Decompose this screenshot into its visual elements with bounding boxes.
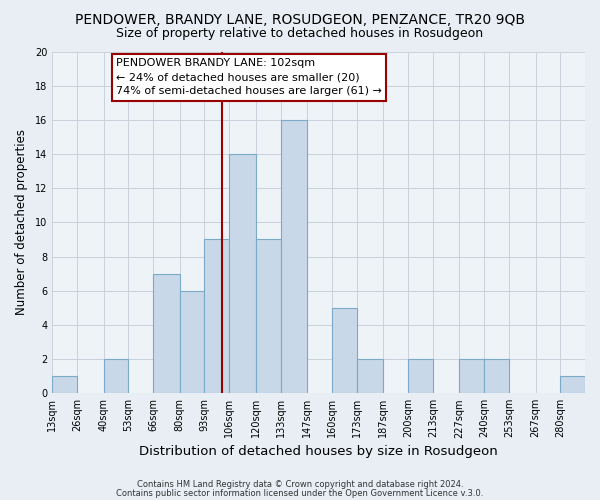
Text: PENDOWER BRANDY LANE: 102sqm
← 24% of detached houses are smaller (20)
74% of se: PENDOWER BRANDY LANE: 102sqm ← 24% of de… [116, 58, 382, 96]
Text: PENDOWER, BRANDY LANE, ROSUDGEON, PENZANCE, TR20 9QB: PENDOWER, BRANDY LANE, ROSUDGEON, PENZAN… [75, 12, 525, 26]
Bar [229, 154, 256, 393]
Bar [52, 376, 77, 393]
Text: Contains public sector information licensed under the Open Government Licence v.: Contains public sector information licen… [116, 488, 484, 498]
Bar [281, 120, 307, 393]
Text: Size of property relative to detached houses in Rosudgeon: Size of property relative to detached ho… [116, 28, 484, 40]
Bar [408, 359, 433, 393]
Bar [560, 376, 585, 393]
Bar [104, 359, 128, 393]
Bar [356, 359, 383, 393]
Bar [484, 359, 509, 393]
Bar [179, 290, 205, 393]
Y-axis label: Number of detached properties: Number of detached properties [15, 130, 28, 316]
Bar [332, 308, 356, 393]
Bar [153, 274, 179, 393]
Bar [205, 240, 229, 393]
Bar [460, 359, 484, 393]
X-axis label: Distribution of detached houses by size in Rosudgeon: Distribution of detached houses by size … [139, 444, 498, 458]
Text: Contains HM Land Registry data © Crown copyright and database right 2024.: Contains HM Land Registry data © Crown c… [137, 480, 463, 489]
Bar [256, 240, 281, 393]
